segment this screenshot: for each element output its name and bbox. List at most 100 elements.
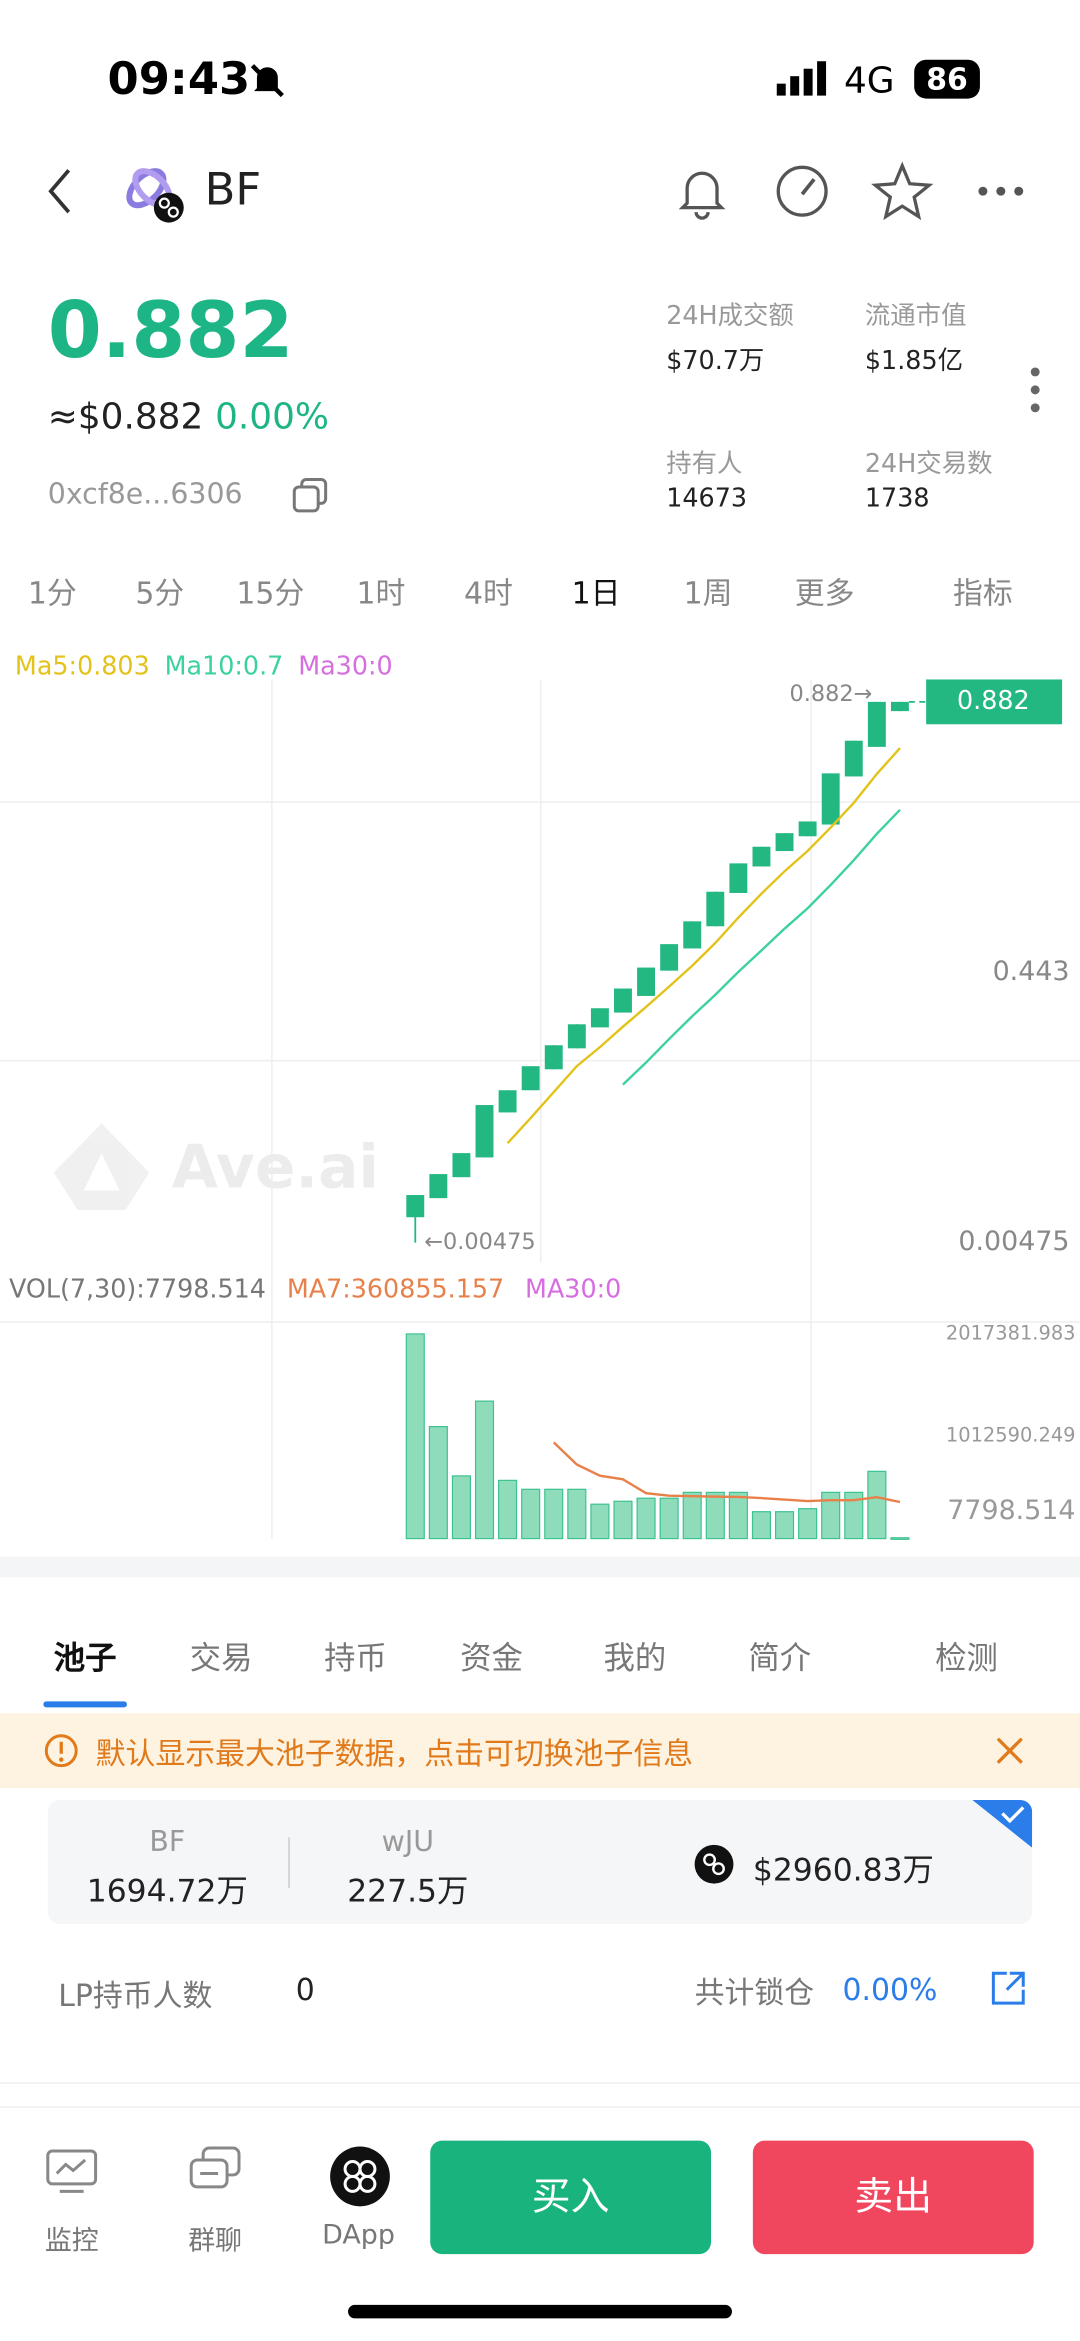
timeframe[interactable]: 指标 — [953, 575, 1013, 611]
candle-body — [452, 1153, 471, 1178]
pool-token: BF — [149, 1825, 186, 1859]
sell-button[interactable]: 卖出 — [752, 2140, 1034, 2255]
external-link[interactable] — [989, 1969, 1028, 2008]
candle-body — [475, 1105, 494, 1158]
divider — [0, 2082, 1080, 2084]
tab[interactable]: 交易 — [189, 1640, 253, 1677]
timeframe[interactable]: 1周 — [683, 575, 733, 611]
low-annotation: ←0.00475 — [424, 1229, 535, 1255]
stat-label: 24H成交额 — [666, 301, 794, 332]
vol-tick-label: 7798.514 — [947, 1495, 1075, 1526]
alert-button[interactable] — [678, 171, 726, 220]
volume-bar — [498, 1479, 518, 1540]
timeframe[interactable]: 1分 — [27, 575, 77, 611]
notice-icon — [44, 1734, 78, 1768]
y-tick-label: 0.443 — [993, 956, 1070, 987]
notice-bar[interactable] — [0, 1713, 1080, 1789]
timeframe[interactable]: 4时 — [464, 575, 513, 611]
timeframe[interactable]: 5分 — [135, 575, 185, 611]
ma-line — [622, 808, 901, 1086]
volume-bar — [521, 1488, 541, 1540]
volume-bar — [590, 1503, 610, 1540]
nav-label[interactable]: 监控 — [44, 2225, 99, 2258]
section-divider — [0, 1556, 1080, 1578]
volume-bar — [821, 1491, 841, 1540]
copy-button[interactable] — [290, 475, 332, 517]
candle-body — [867, 701, 886, 747]
tab[interactable]: 持币 — [324, 1640, 387, 1677]
tab[interactable]: 我的 — [603, 1640, 667, 1677]
candle-body — [429, 1174, 448, 1199]
divider — [0, 2106, 1080, 2108]
candle-body — [729, 863, 748, 893]
lp-holders: 0 — [295, 1971, 315, 2008]
notice-close[interactable] — [992, 1733, 1028, 1769]
more-button[interactable] — [978, 186, 1024, 196]
candle-body — [890, 701, 909, 712]
candle-body — [590, 1008, 609, 1028]
nav-label[interactable]: DApp — [322, 2219, 395, 2252]
volume-bar — [774, 1511, 795, 1540]
timeframe[interactable]: 更多 — [794, 575, 855, 611]
nav-label[interactable]: 群聊 — [188, 2225, 242, 2258]
volume-bar — [867, 1470, 887, 1540]
stat-label: 24H交易数 — [864, 449, 993, 480]
lp-locked: 0.00% — [842, 1971, 938, 2008]
candle-body — [683, 921, 702, 949]
candle-body — [660, 944, 679, 971]
volume-bar — [544, 1488, 564, 1540]
pool-card[interactable] — [47, 1800, 1033, 1924]
candle-body — [844, 740, 863, 777]
candle-body — [614, 988, 632, 1013]
high-annotation: 0.882→ — [789, 681, 872, 707]
watermark-logo — [53, 1123, 150, 1210]
pool-liquidity: $2960.83万 — [752, 1852, 934, 1889]
tab[interactable]: 资金 — [460, 1640, 523, 1677]
gauge-button[interactable] — [776, 165, 828, 217]
pool-amount: 1694.72万 — [86, 1873, 248, 1910]
selected-corner — [972, 1800, 1033, 1848]
candle-body — [821, 773, 840, 825]
timeframe[interactable]: 15分 — [236, 575, 305, 611]
price-usd: ≈$0.882 — [47, 395, 204, 438]
vol-tick-label: 2017381.983 — [946, 1321, 1076, 1344]
volume-bar — [751, 1511, 772, 1540]
ma-legend: Ma5:0.803 — [15, 651, 150, 681]
volume-bar — [844, 1491, 864, 1540]
dapp-icon — [330, 2146, 390, 2207]
kline-chart: Ave.ai Ma5:0.803 Ma10:0.7 Ma30:0 VOL(7,30):… — [0, 651, 1080, 1540]
ma-legend: Ma10:0.7 — [165, 651, 284, 681]
volume-bar — [613, 1500, 633, 1540]
stat-label: 流通市值 — [864, 301, 967, 332]
pool-amount: 227.5万 — [347, 1873, 469, 1910]
lp-holders-label: LP持币人数 — [58, 1977, 213, 2014]
volume-bar — [636, 1497, 656, 1540]
status-time: 09:43 — [107, 53, 251, 107]
price-change: 0.00% — [215, 395, 330, 438]
stat-value: $1.85亿 — [864, 346, 963, 377]
header-actions — [678, 161, 1024, 221]
tab[interactable]: 池子 — [53, 1640, 117, 1677]
price-tag-box — [926, 679, 1063, 725]
volume-bar — [705, 1491, 725, 1540]
home-indicator — [348, 2304, 732, 2319]
stat-value: 1738 — [864, 483, 930, 514]
timeframe[interactable]: 1日 — [571, 575, 621, 611]
stats-more[interactable] — [1025, 364, 1046, 418]
back-button[interactable] — [42, 164, 78, 218]
volume-bar — [567, 1488, 587, 1540]
favorite-button[interactable] — [871, 161, 934, 221]
timeframe[interactable]: 1时 — [356, 575, 406, 611]
candle-body — [544, 1045, 563, 1070]
tab[interactable]: 检测 — [935, 1640, 998, 1677]
volume-bar — [682, 1491, 702, 1540]
y-tick-label: 0.00475 — [958, 1226, 1069, 1257]
volume-bar — [474, 1400, 495, 1540]
buy-button[interactable]: 买入 — [430, 2140, 712, 2255]
vol-legend: MA7:360855.157 — [287, 1274, 504, 1304]
vol-ma-line — [552, 1441, 901, 1504]
battery: 86 — [914, 59, 980, 99]
candle-body — [521, 1066, 540, 1091]
tab[interactable]: 简介 — [748, 1640, 812, 1677]
